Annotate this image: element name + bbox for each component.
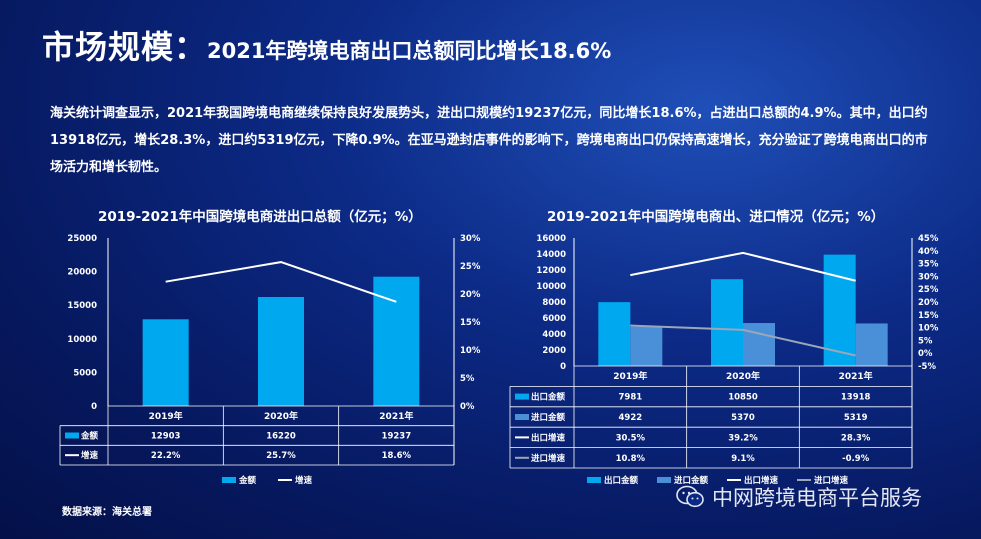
chart2-title: 2019-2021年中国跨境电商出、进口情况（亿元；%）: [547, 209, 885, 225]
intro-paragraph: 海关统计调查显示，2021年我国跨境电商继续保持良好发展势头，进出口规模约192…: [50, 106, 928, 175]
chart2-data-label: 10.8%: [616, 454, 646, 464]
chart2-y-left-tick: 14000: [536, 250, 566, 260]
chart1-y-left-tick: 15000: [67, 301, 97, 311]
chart1-bar-1-2: [258, 297, 304, 406]
chart2-data-label: -0.9%: [842, 454, 870, 464]
chart1-data-label: 22.2%: [151, 451, 181, 461]
chart2-bar-2-3: [855, 323, 888, 366]
chart2-y-right-tick: 45%: [918, 234, 939, 244]
chart2-legend-label: 出口增速: [744, 475, 779, 486]
chart1-table-series-name: 金额: [80, 431, 99, 442]
chart2-bar-2-1: [630, 326, 663, 366]
chart2-y-right-tick: 30%: [918, 272, 939, 282]
chart2-table-series-name: 进口金额: [531, 412, 566, 423]
chart1-x-tick: 2021年: [379, 410, 413, 422]
chart1-data-label: 12903: [151, 432, 181, 442]
chart2-bar-1-1: [598, 302, 631, 366]
chart1-bar-1-1: [142, 319, 189, 406]
title-sub: 2021年跨境电商出口总额同比增长18.6%: [207, 39, 612, 63]
chart1-y-right-tick: 5%: [460, 374, 475, 384]
chart2-y-right-tick: 40%: [918, 247, 939, 257]
chart2-legend-label: 出口金额: [604, 475, 639, 486]
chart2-table-series-name: 进口增速: [531, 453, 566, 464]
chart1-y-right-tick: 0%: [460, 402, 475, 412]
chart1-y-left-tick: 5000: [73, 368, 97, 378]
chart1-y-right-tick: 20%: [460, 290, 481, 300]
chart1-title: 2019-2021年中国跨境电商进出口总额（亿元；%）: [98, 209, 422, 225]
chart2-data-label: 30.5%: [616, 433, 646, 443]
chart2-data-label: 39.2%: [728, 433, 758, 443]
chart2-y-right-tick: -5%: [918, 362, 936, 372]
chart2-y-left-tick: 16000: [536, 234, 566, 244]
chart1-legend-key-1: [222, 477, 236, 483]
chart1-y-left-tick: 25000: [67, 234, 97, 244]
chart2-bar-2-2: [743, 323, 775, 366]
chart2-y-right-tick: 20%: [918, 298, 939, 308]
chart1-data-label: 16220: [266, 432, 296, 442]
chart2-data-label: 10850: [728, 393, 758, 403]
chart2-data-label: 4922: [618, 413, 642, 423]
chart1-data-label: 18.6%: [382, 451, 412, 461]
chart2-y-left-tick: 6000: [542, 314, 566, 324]
chart2-x-tick: 2020年: [726, 370, 760, 382]
chart2-x-tick: 2021年: [839, 370, 873, 382]
chart2-y-right-tick: 25%: [918, 285, 939, 295]
chart2-y-left-tick: 8000: [542, 298, 566, 308]
chart1-y-right-tick: 30%: [460, 234, 481, 244]
chart1-y-left-tick: 10000: [67, 335, 97, 345]
chart1-data-label: 25.7%: [266, 451, 296, 461]
chart2-data-label: 5370: [731, 413, 755, 423]
chart2-table-series-name: 出口金额: [531, 392, 566, 403]
chart2-table-series-name: 出口增速: [531, 432, 566, 443]
chart2-y-right-tick: 35%: [918, 260, 939, 270]
chart1-y-right-tick: 10%: [460, 346, 481, 356]
chart2-y-right-tick: 5%: [918, 336, 933, 346]
chart1-x-tick: 2020年: [264, 410, 298, 422]
chart2-y-left-tick: 12000: [536, 266, 566, 276]
chart2-y-right-tick: 15%: [918, 311, 939, 321]
chart2-y-left-tick: 10000: [536, 282, 566, 292]
source-note: 数据来源：海关总署: [62, 507, 152, 518]
chart1-legend-label: 增速: [295, 475, 313, 486]
chart1-x-tick: 2019年: [149, 410, 183, 422]
chart1-bar-1-3: [373, 276, 420, 406]
chart2-y-left-tick: 0: [560, 362, 566, 372]
chart2-data-label: 13918: [841, 393, 871, 403]
title-main: 市场规模：: [42, 28, 208, 66]
chart2-legend-key-1: [587, 477, 601, 483]
chart2-table-key-2: [515, 414, 529, 420]
watermark-text: 中网跨境电商平台服务: [712, 486, 922, 510]
chart2-bar-1-2: [711, 279, 743, 366]
chart1-y-right-tick: 15%: [460, 318, 481, 328]
watermark: 中网跨境电商平台服务: [676, 482, 922, 512]
chart1-y-left-tick: 20000: [67, 268, 97, 278]
chart2-legend-label: 进口金额: [674, 475, 709, 486]
wechat-icon: [676, 485, 704, 508]
chart1-legend-label: 金额: [238, 475, 257, 486]
chart2-legend-key-2: [657, 477, 671, 483]
chart2-legend-label: 进口增速: [814, 475, 849, 486]
page-title: 市场规模：2021年跨境电商出口总额同比增长18.6%: [42, 22, 611, 68]
chart2-y-right-tick: 0%: [918, 349, 933, 359]
chart2-table-key-1: [515, 393, 529, 400]
chart2-x-tick: 2019年: [613, 370, 647, 382]
chart2-y-right-tick: 10%: [918, 324, 939, 334]
chart2-data-label: 7981: [618, 393, 642, 403]
chart1-table-key-1: [65, 432, 79, 439]
chart2-y-left-tick: 4000: [542, 330, 566, 340]
chart1-y-left-tick: 0: [91, 402, 97, 412]
chart1-data-label: 19237: [382, 432, 412, 442]
chart2-data-label: 9.1%: [731, 454, 755, 464]
chart2-line-3: [630, 251, 856, 282]
chart2-y-left-tick: 2000: [542, 346, 566, 356]
chart1-line-2: [165, 261, 397, 303]
chart2-data-label: 28.3%: [841, 433, 871, 443]
chart1-y-right-tick: 25%: [460, 262, 481, 272]
chart1-table-series-name: 增速: [81, 450, 99, 461]
chart2-data-label: 5319: [844, 413, 868, 423]
